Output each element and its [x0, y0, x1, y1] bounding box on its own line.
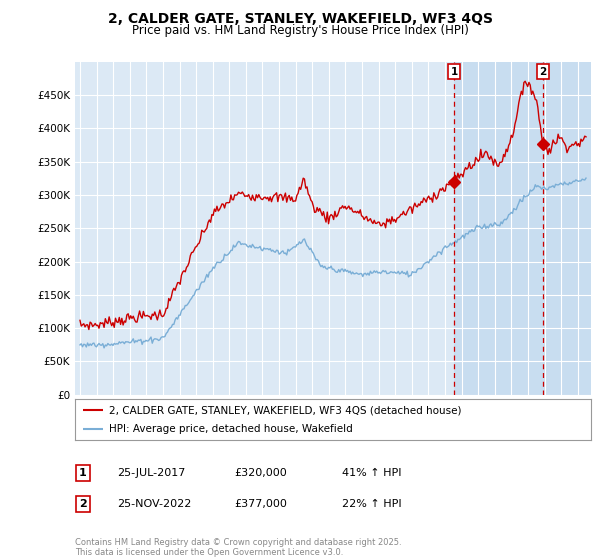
- Bar: [454, 62, 591, 395]
- Text: 1: 1: [451, 67, 458, 77]
- Text: Contains HM Land Registry data © Crown copyright and database right 2025.
This d: Contains HM Land Registry data © Crown c…: [75, 538, 401, 557]
- Text: 2: 2: [539, 67, 547, 77]
- Text: 2, CALDER GATE, STANLEY, WAKEFIELD, WF3 4QS: 2, CALDER GATE, STANLEY, WAKEFIELD, WF3 …: [107, 12, 493, 26]
- Text: £320,000: £320,000: [234, 468, 287, 478]
- Text: 2, CALDER GATE, STANLEY, WAKEFIELD, WF3 4QS (detached house): 2, CALDER GATE, STANLEY, WAKEFIELD, WF3 …: [109, 405, 461, 415]
- Text: 41% ↑ HPI: 41% ↑ HPI: [342, 468, 401, 478]
- Text: 22% ↑ HPI: 22% ↑ HPI: [342, 499, 401, 509]
- Text: Price paid vs. HM Land Registry's House Price Index (HPI): Price paid vs. HM Land Registry's House …: [131, 24, 469, 36]
- Text: 25-NOV-2022: 25-NOV-2022: [117, 499, 191, 509]
- Text: HPI: Average price, detached house, Wakefield: HPI: Average price, detached house, Wake…: [109, 424, 352, 433]
- Text: 25-JUL-2017: 25-JUL-2017: [117, 468, 185, 478]
- Text: £377,000: £377,000: [234, 499, 287, 509]
- Text: 1: 1: [79, 468, 86, 478]
- Text: 2: 2: [79, 499, 86, 509]
